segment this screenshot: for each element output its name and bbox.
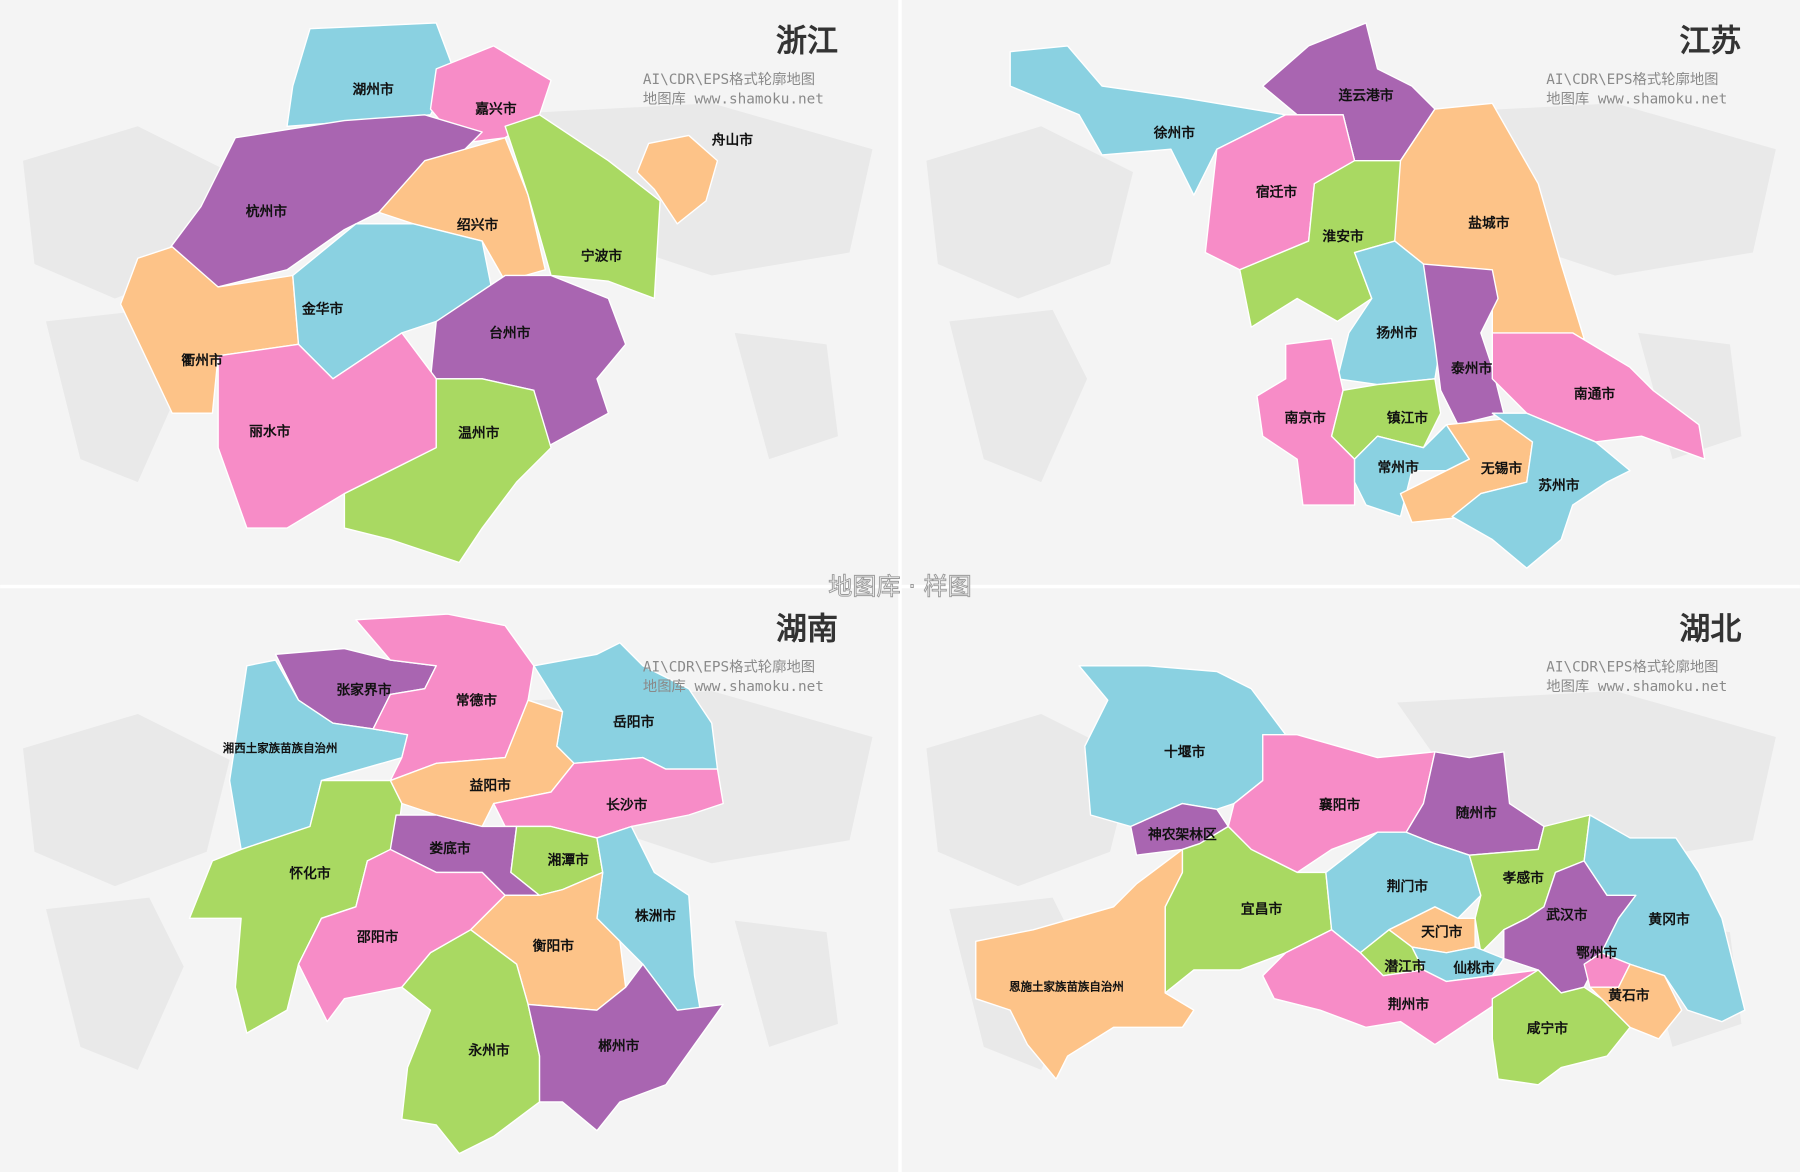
region-label: 丽水市 [249, 423, 291, 440]
region-0-4[interactable] [504, 114, 661, 300]
region-label: 鄂州市 [1576, 944, 1618, 961]
province-map-1 [119, 22, 719, 564]
region-label: 张家界市 [336, 681, 391, 698]
region-label: 长沙市 [606, 796, 648, 813]
source-caption: 地图库 www.shamoku.net [1546, 678, 1727, 695]
region-label: 恩施土家族苗族自治州 [1009, 980, 1124, 994]
world-landmass [734, 920, 839, 1047]
region-label: 嘉兴市 [474, 101, 517, 118]
region-2-13[interactable] [527, 963, 724, 1132]
region-label: 扬州市 [1376, 324, 1418, 341]
region-label: 杭州市 [246, 203, 288, 220]
format-caption: AI\CDR\EPS格式轮廓地图 [643, 71, 815, 88]
region-label: 仙桃市 [1453, 959, 1495, 976]
province-map-3 [188, 613, 724, 1155]
region-3-5[interactable] [975, 848, 1195, 1080]
region-label: 益阳市 [470, 777, 512, 794]
region-label: 咸宁市 [1527, 1020, 1569, 1037]
world-landmass [926, 126, 1134, 299]
region-label: 衡阳市 [533, 937, 575, 954]
province-title: 湖南 [776, 611, 838, 647]
region-label: 郴州市 [598, 1037, 640, 1054]
region-label: 台州市 [489, 324, 531, 341]
region-label: 邵阳市 [356, 928, 399, 945]
region-label: 衢州市 [181, 352, 223, 369]
region-label: 宿迁市 [1256, 183, 1298, 200]
region-1-12[interactable] [1451, 412, 1631, 569]
world-landmass [734, 332, 839, 460]
world-landmass [23, 713, 230, 887]
region-1-6[interactable] [1422, 263, 1505, 426]
region-label: 南京市 [1285, 409, 1327, 426]
region-1-8[interactable] [1256, 337, 1356, 506]
region-label: 潜江市 [1384, 958, 1426, 975]
province-map-2 [1009, 22, 1706, 569]
source-caption: 地图库 www.shamoku.net [643, 90, 824, 107]
region-label: 永州市 [467, 1042, 510, 1059]
region-label: 泰州市 [1450, 360, 1493, 377]
region-label: 黄冈市 [1648, 911, 1690, 928]
region-label: 怀化市 [289, 865, 331, 882]
region-0-9[interactable] [343, 378, 552, 564]
region-label: 徐州市 [1153, 125, 1196, 142]
region-0-10[interactable] [636, 134, 719, 225]
world-landmass [45, 897, 184, 1070]
region-label: 镇江市 [1387, 409, 1429, 426]
region-label: 苏州市 [1538, 477, 1580, 494]
region-label: 无锡市 [1480, 460, 1523, 477]
region-label: 十堰市 [1164, 743, 1206, 760]
region-label: 孝感市 [1502, 870, 1545, 887]
format-caption: AI\CDR\EPS格式轮廓地图 [1546, 71, 1718, 88]
region-1-7[interactable] [1491, 332, 1706, 460]
region-label: 常州市 [1378, 459, 1420, 476]
province-map-4 [975, 665, 1746, 1086]
region-0-0[interactable] [286, 22, 455, 127]
region-label: 襄阳市 [1318, 796, 1361, 813]
region-label: 盐城市 [1468, 214, 1510, 231]
region-label: 神农架林区 [1148, 826, 1217, 843]
region-3-13[interactable] [1583, 814, 1746, 1023]
region-label: 娄底市 [429, 840, 471, 857]
region-label: 随州市 [1456, 804, 1498, 821]
region-label: 湘潭市 [548, 851, 590, 868]
region-2-12[interactable] [401, 929, 541, 1155]
region-label: 常德市 [456, 692, 498, 709]
region-label: 舟山市 [712, 132, 754, 149]
province-title: 浙江 [776, 24, 838, 60]
region-3-2[interactable] [1227, 733, 1436, 874]
region-label: 温州市 [458, 424, 500, 441]
region-label: 湖州市 [352, 81, 394, 98]
world-landmass [949, 309, 1088, 483]
watermark: 地图库 · 样图 [828, 573, 971, 601]
region-label: 黄石市 [1608, 987, 1650, 1004]
source-caption: 地图库 www.shamoku.net [1546, 90, 1727, 107]
region-label: 金华市 [301, 300, 344, 317]
source-caption: 地图库 www.shamoku.net [643, 678, 824, 695]
region-label: 荆州市 [1388, 996, 1430, 1013]
region-label: 岳阳市 [613, 714, 655, 731]
region-label: 连云港市 [1339, 87, 1394, 104]
region-label: 宜昌市 [1241, 901, 1283, 918]
region-label: 武汉市 [1546, 906, 1588, 923]
province-title: 江苏 [1679, 24, 1741, 60]
region-3-16[interactable] [1491, 969, 1631, 1086]
region-3-0[interactable] [1078, 665, 1287, 828]
province-title: 湖北 [1679, 611, 1741, 647]
format-caption: AI\CDR\EPS格式轮廓地图 [1546, 659, 1718, 676]
region-label: 宁波市 [581, 248, 623, 265]
world-landmass [926, 713, 1134, 887]
region-label: 湘西土家族苗族自治州 [223, 741, 338, 755]
region-label: 荆门市 [1387, 878, 1429, 895]
region-label: 株洲市 [635, 908, 677, 925]
region-label: 南通市 [1574, 385, 1616, 402]
region-2-2[interactable] [355, 613, 535, 782]
region-label: 绍兴市 [457, 217, 499, 234]
region-label: 天门市 [1421, 924, 1463, 941]
format-caption: AI\CDR\EPS格式轮廓地图 [643, 659, 815, 676]
region-label: 淮安市 [1322, 228, 1364, 245]
